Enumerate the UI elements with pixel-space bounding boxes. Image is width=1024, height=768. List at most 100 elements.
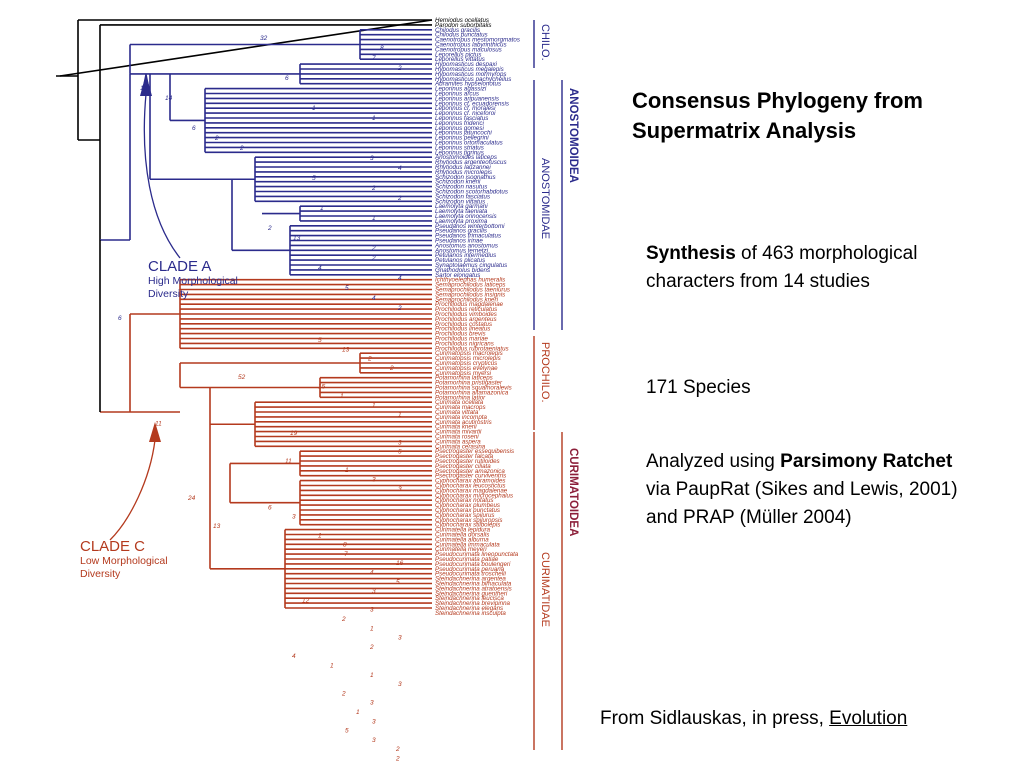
taxon-label: Curimatopsis microlepis (435, 355, 501, 362)
taxon-label: Anostomus anostomus (434, 242, 498, 249)
support-value: 16 (396, 560, 404, 567)
taxon-label: Semaprochilodus taeniurus (435, 287, 510, 294)
support-value: 1 (370, 672, 374, 679)
support-value: 32 (260, 35, 268, 42)
support-value: 13 (342, 346, 350, 353)
taxon-label: Steindachnerina leucisca (435, 595, 504, 602)
taxon-label: Curimatopsis myersi (435, 370, 492, 377)
taxon-label: Potamorhina laticeps (435, 375, 493, 382)
support-value: 4 (292, 653, 296, 660)
taxon-label: Curimata acutirostris (435, 419, 492, 426)
support-value: 2 (397, 65, 402, 72)
taxon-label: Semaprochilodus insignis (435, 291, 505, 298)
support-value: 8 (343, 542, 347, 549)
taxon-label: Pseudocurimata boulengeri (435, 561, 511, 568)
taxon-label: Caenotropus mestomorgmatos (435, 37, 520, 44)
support-value: 4 (398, 275, 402, 282)
taxon-label: Leporinus friderici (435, 120, 484, 127)
taxon-label: Prochilodus nigricans (435, 340, 494, 347)
support-value: 12 (302, 597, 310, 604)
taxon-label: Pseudanos trimaculatus (435, 233, 501, 240)
taxon-label: Leporinus arcus (435, 91, 479, 98)
taxon-label: Cyphocharax punctatus (435, 507, 500, 514)
support-value: 3 (370, 155, 374, 162)
support-value: 1 (340, 393, 344, 400)
taxon-label: Sartor elongatus (435, 272, 480, 279)
group-label-chilo: CHILO. (539, 24, 551, 61)
taxon-label: Parodon suborbitalis (435, 22, 491, 29)
taxon-label: Leporinus cf. niceforoi (435, 110, 496, 117)
taxon-label: Schizodon nasutus (435, 184, 487, 191)
taxon-label: Laemolyta taeniata (435, 208, 488, 215)
taxon-label: Cyphocharax spilurus (435, 512, 495, 519)
support-value: 6 (285, 75, 289, 82)
taxon-label: Steindachnerina insculpta (435, 610, 506, 617)
taxon-label: Leporinus agassizi (435, 86, 487, 93)
analysis-post: via PaupRat (Sikes and Lewis, 2001) and … (646, 479, 958, 528)
support-value: 52 (238, 374, 246, 381)
synthesis-text: Synthesis of 463 morphological character… (646, 240, 976, 296)
clade-c-arrowhead (149, 422, 161, 442)
support-value: 3 (372, 718, 376, 725)
taxon-label: Curimata mivartii (435, 429, 482, 436)
support-value: 11 (285, 458, 292, 465)
group-label-anostomoidea: ANOSTOMOIDEA (567, 88, 579, 183)
support-value: 2 (371, 185, 376, 192)
support-value: 15 (318, 384, 326, 391)
taxon-label: Rhytiodus argenteofuscus (435, 159, 507, 166)
support-value: 5 (312, 175, 316, 182)
clade-a-arrowhead (140, 74, 152, 96)
taxon-label: Steindachnerina argentea (435, 576, 506, 583)
taxon-label: Cyphocharax notatus (435, 497, 493, 504)
species-count: 171 Species (646, 377, 751, 398)
journal-name: Evolution (829, 708, 908, 729)
taxon-label: Prochilodus argenteus (435, 316, 497, 323)
taxon-label: Schizodon fasciatus (435, 193, 490, 200)
support-value: 5 (318, 337, 322, 344)
taxon-label: Steindachnerina atratoensis (435, 585, 512, 592)
support-value: 2 (397, 195, 402, 202)
support-value: 2 (371, 245, 376, 252)
group-label-curimatoidea: CURIMATOIDEA (567, 448, 579, 537)
taxon-label: Leporinus ortomaculatus (435, 140, 503, 147)
taxon-label: Gnathodolus bidens (435, 267, 490, 274)
support-value: 1 (318, 532, 322, 539)
taxon-label: Curimata cerasina (435, 443, 486, 450)
analysis-bold: Parsimony Ratchet (780, 451, 953, 472)
taxon-label: Prochilodus reticulatus (435, 306, 497, 313)
analysis-text: Analyzed using Parsimony Ratchet via Pau… (646, 448, 976, 532)
support-value: 3 (398, 681, 402, 688)
taxon-label: Leporinus cf. moralesi (435, 105, 496, 112)
support-value: 3 (398, 486, 402, 493)
taxon-label: Curimatella meyeri (435, 546, 487, 553)
support-value: 24 (187, 495, 196, 502)
support-value: 13 (140, 85, 148, 92)
taxon-label: Psectrogaster ciliata (435, 463, 491, 470)
taxon-label: Rhytiodus microlepis (435, 169, 492, 176)
clade-a-line1: High Morphological (148, 275, 238, 287)
synthesis-bold: Synthesis (646, 243, 736, 264)
taxon-label: Curimata vittata (435, 409, 479, 416)
taxon-label: Cyphocharax plumbeus (435, 502, 500, 509)
synthesis-rest: of 463 morphological characters from 14 … (646, 243, 918, 292)
group-label-prochilo: PROCHILO. (539, 342, 551, 403)
taxon-label: Hypomasticus megalepis (435, 66, 504, 73)
taxon-label: Steindachnerina brevipinna (435, 600, 511, 607)
taxon-label: Leporinus cf. ecuadorensis (435, 100, 509, 107)
support-value: 2 (371, 255, 376, 262)
taxon-label: Prochilodus rubrotaeniatus (435, 345, 509, 352)
support-value: 4 (318, 265, 322, 272)
group-label-curimatidae: CURIMATIDAE (539, 552, 551, 627)
support-value: 1 (330, 663, 334, 670)
taxon-label: Rhytiodus lauzannei (435, 164, 491, 171)
analysis-pre: Analyzed using (646, 451, 781, 472)
taxon-label: Schizodon isognathus (435, 174, 496, 181)
support-value: 1 (312, 105, 316, 112)
taxon-label: Curimatella alburna (435, 536, 489, 543)
support-value: 2 (239, 145, 244, 152)
taxon-label: Curimatopsis crypticus (435, 360, 497, 367)
taxon-label: Steindachnerina guentheri (435, 590, 508, 597)
taxon-label: Semaprochilodus laticeps (435, 282, 506, 289)
support-value: 5 (398, 449, 402, 456)
